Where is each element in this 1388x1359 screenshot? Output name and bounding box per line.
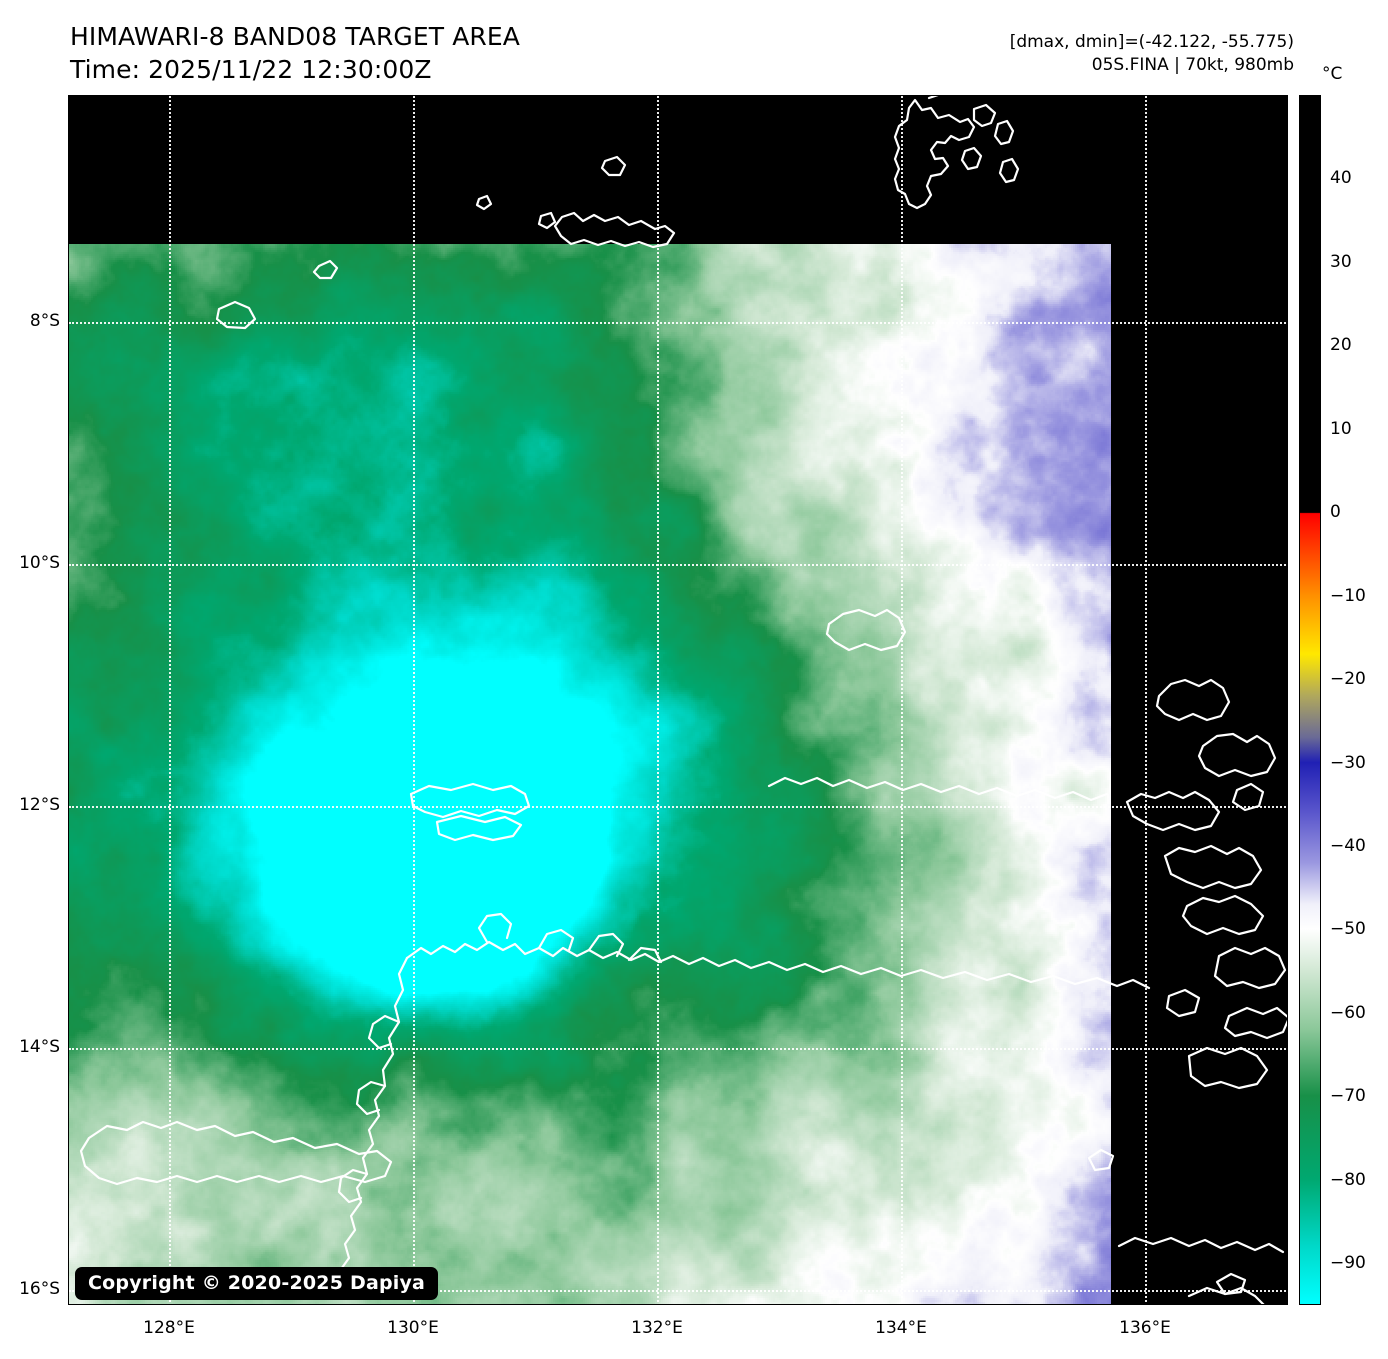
temperature-colorbar[interactable] bbox=[1299, 95, 1321, 1305]
timestamp-label: Time: 2025/11/22 12:30:00Z bbox=[70, 55, 432, 84]
ytick-10S: 10°S bbox=[19, 553, 60, 573]
ytick-12S: 12°S bbox=[19, 795, 60, 815]
xtick-128E: 128°E bbox=[143, 1318, 195, 1338]
colorbar-tick-minus80: −80 bbox=[1330, 1169, 1366, 1190]
colorbar-tick-minus40: −40 bbox=[1330, 836, 1366, 857]
xtick-130E: 130°E bbox=[387, 1318, 439, 1338]
colorbar-tick-minus70: −70 bbox=[1330, 1086, 1366, 1107]
satellite-plot-area[interactable]: Copyright © 2020-2025 Dapiya bbox=[68, 95, 1288, 1305]
ytick-8S: 8°S bbox=[29, 311, 60, 331]
metadata-block: [dmax, dmin]=(-42.122, -55.775) 05S.FINA… bbox=[1010, 31, 1294, 77]
dminmax-label: [dmax, dmin]=(-42.122, -55.775) bbox=[1009, 32, 1294, 52]
ytick-14S: 14°S bbox=[19, 1037, 60, 1057]
copyright-badge: Copyright © 2020-2025 Dapiya bbox=[75, 1267, 439, 1300]
ytick-16S: 16°S bbox=[19, 1279, 60, 1299]
colorbar-tick-minus50: −50 bbox=[1330, 919, 1366, 940]
xtick-134E: 134°E bbox=[875, 1318, 927, 1338]
page-title: HIMAWARI-8 BAND08 TARGET AREA bbox=[70, 22, 520, 51]
colorbar-tick-minus10: −10 bbox=[1330, 585, 1366, 606]
colorbar-tick-minus30: −30 bbox=[1330, 752, 1366, 773]
colorbar-tick-20: 20 bbox=[1330, 335, 1352, 356]
colorbar-tick-10: 10 bbox=[1330, 418, 1352, 439]
colorbar-tick-minus90: −90 bbox=[1330, 1253, 1366, 1274]
gridline-lon-136 bbox=[1145, 96, 1147, 1304]
xtick-132E: 132°E bbox=[631, 1318, 683, 1338]
storm-info-label: 05S.FINA | 70kt, 980mb bbox=[1091, 55, 1294, 75]
colorbar-tick-40: 40 bbox=[1330, 168, 1352, 189]
colorbar-tick-minus20: −20 bbox=[1330, 669, 1366, 690]
colorbar-tick-minus60: −60 bbox=[1330, 1002, 1366, 1023]
xtick-136E: 136°E bbox=[1119, 1318, 1171, 1338]
colorbar-tick-0: 0 bbox=[1330, 502, 1341, 523]
colorbar-tick-30: 30 bbox=[1330, 251, 1352, 272]
colorbar-unit-label: °C bbox=[1322, 64, 1343, 84]
figure-title-block: HIMAWARI-8 BAND08 TARGET AREA Time: 2025… bbox=[70, 20, 520, 86]
brightness-temperature-raster bbox=[69, 244, 1111, 1304]
colorbar-gradient bbox=[1300, 96, 1320, 1304]
